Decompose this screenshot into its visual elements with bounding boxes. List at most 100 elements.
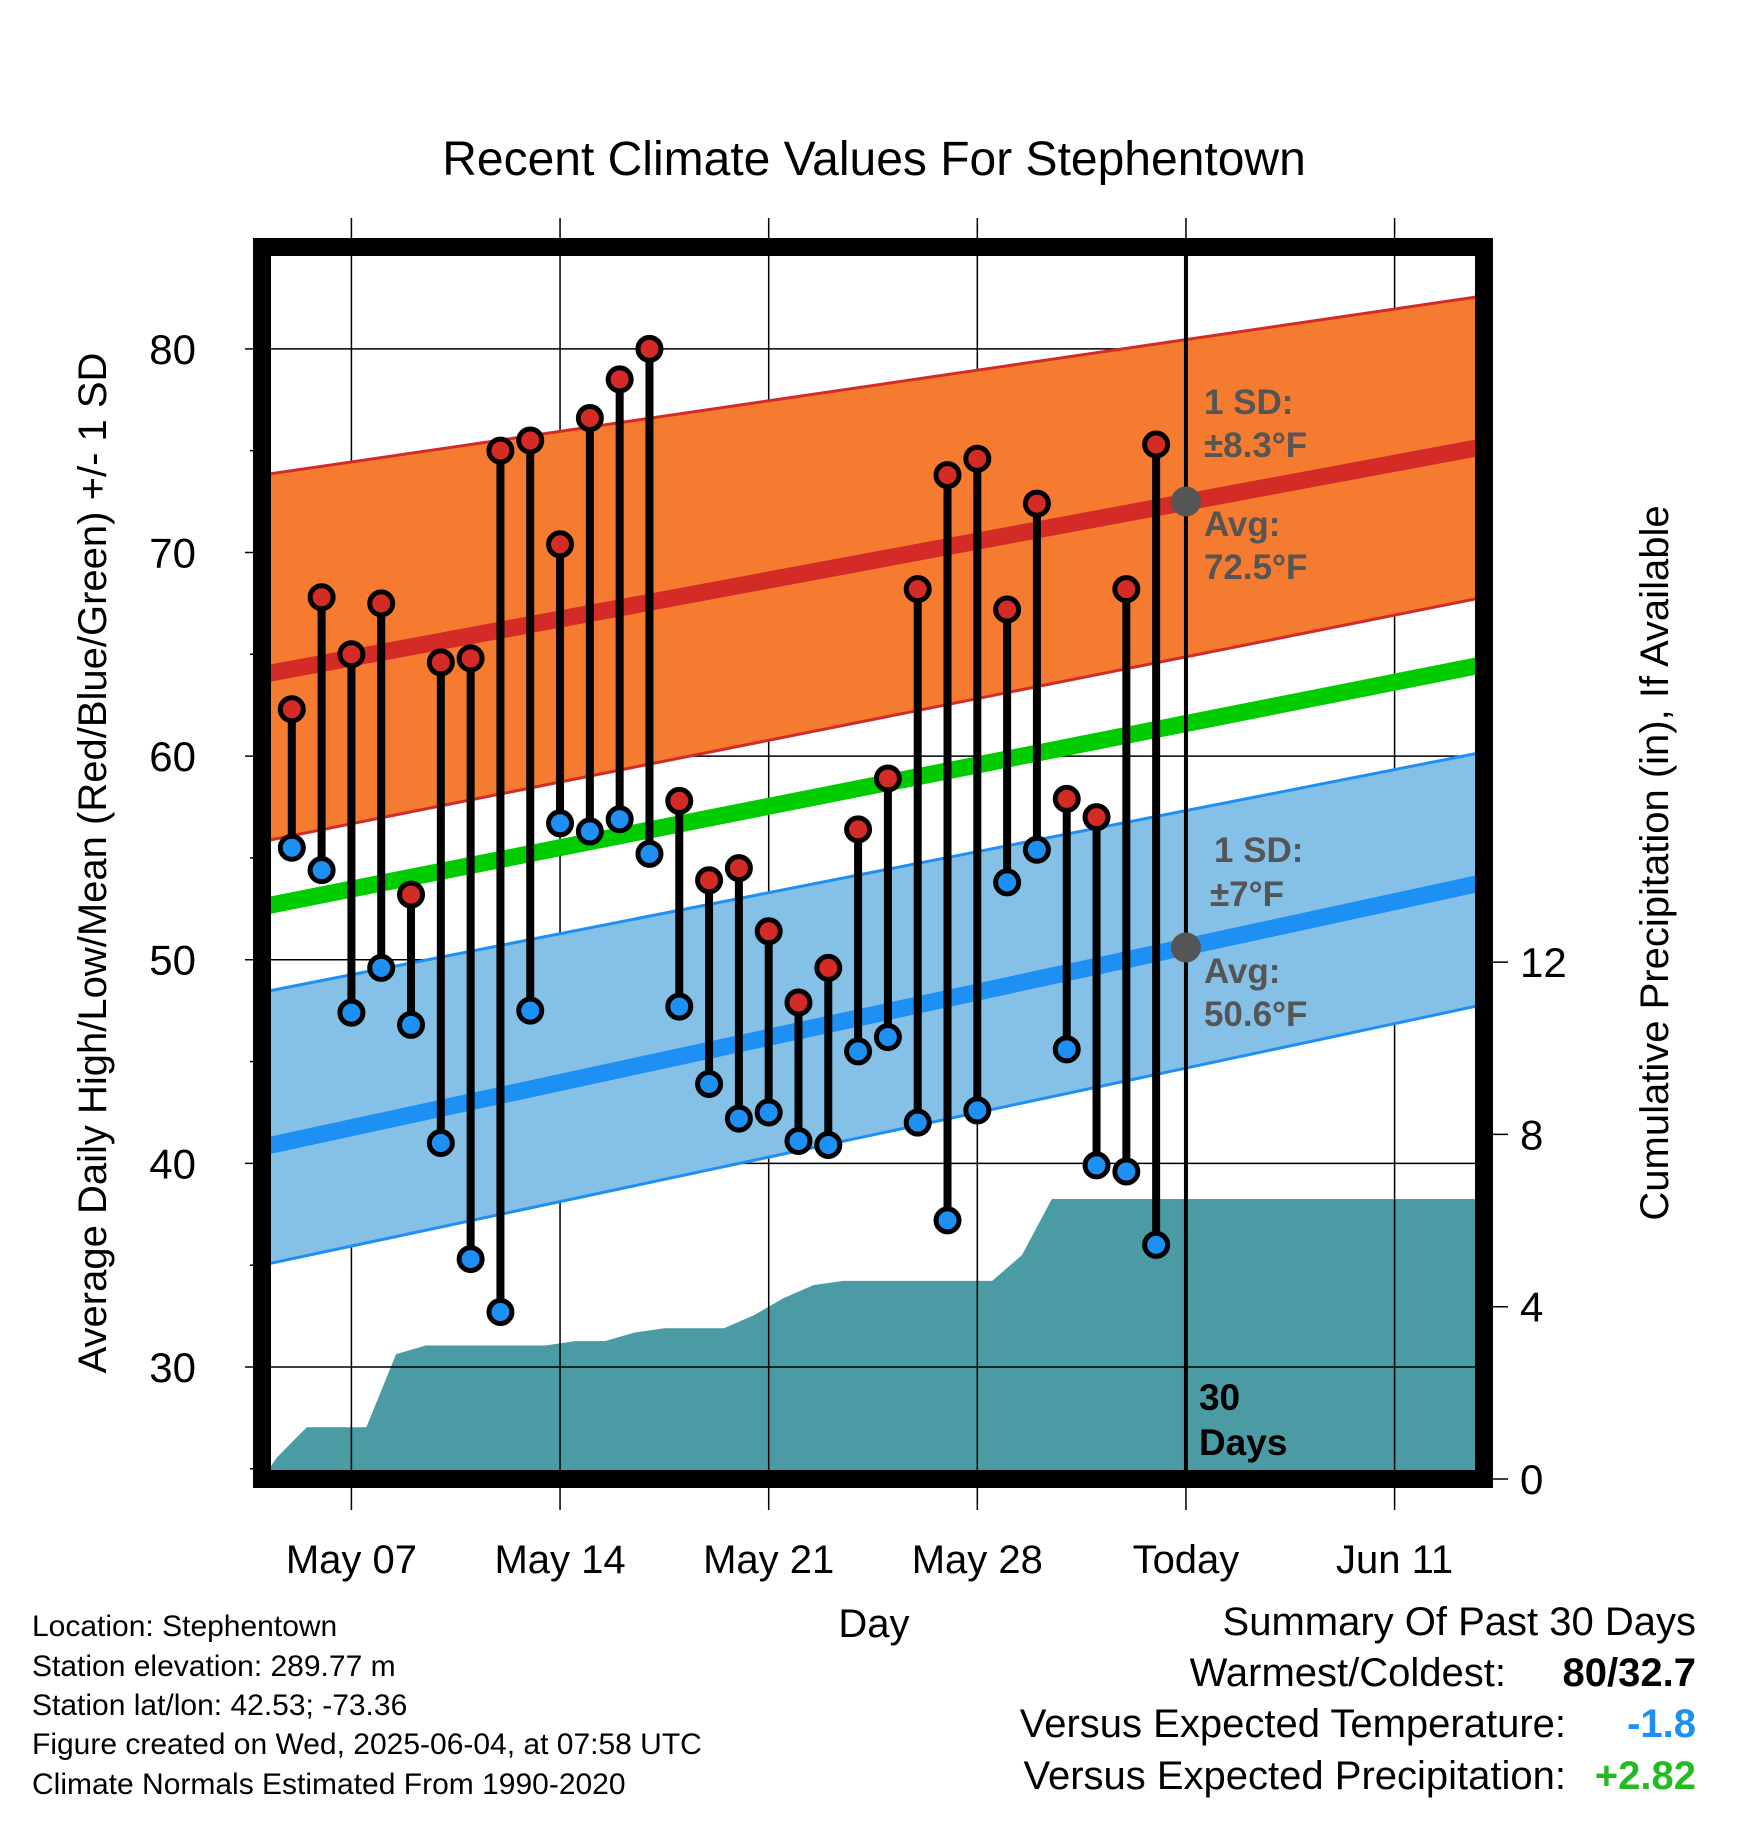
summary-warm-cold-label: Warmest/Coldest: — [1189, 1651, 1506, 1695]
high-sd-band-upper-edge — [262, 294, 1484, 477]
info-elevation: Station elevation: 289.77 m — [32, 1650, 396, 1683]
daily-high-dot — [1022, 489, 1051, 518]
daily-low-dot — [635, 839, 664, 868]
daily-low-dot — [426, 1129, 455, 1157]
x-tick-label: Jun 11 — [1336, 1538, 1453, 1582]
daily-high-dot — [903, 575, 932, 604]
x-tick-label: May 07 — [286, 1538, 417, 1582]
daily-high-dot — [1112, 575, 1141, 604]
daily-high-dot — [426, 648, 455, 677]
y-tick-label-left: 50 — [149, 937, 196, 984]
daily-low-dot — [397, 1010, 426, 1039]
daily-high-dot — [277, 695, 306, 724]
low-avg-marker — [1170, 932, 1201, 963]
daily-high-dot — [486, 436, 515, 465]
plot-frame — [253, 238, 1493, 1488]
daily-high-dot — [844, 815, 873, 844]
daily-low-dot — [456, 1245, 485, 1274]
daily-high-dot — [307, 583, 336, 612]
y-tick-label-left: 30 — [149, 1344, 196, 1391]
plot-area: 1 SD: ±8.3°F Avg: 72.5°F 1 SD: ±7°F Avg: 50.6°F… — [262, 247, 1484, 1479]
daily-high-dot — [367, 589, 396, 618]
high-avg-value: 72.5°F — [1204, 548, 1308, 587]
days-label: Days — [1199, 1422, 1287, 1463]
daily-high-dot — [814, 953, 843, 982]
daily-low-dot — [754, 1098, 783, 1127]
daily-low-dot — [575, 817, 604, 846]
daily-high-dot — [635, 334, 664, 363]
daily-low-dot — [486, 1298, 515, 1327]
x-axis-label: Day — [838, 1602, 909, 1646]
daily-high-dot — [724, 854, 753, 883]
low-sd-band-lower-edge — [262, 1003, 1484, 1267]
summary-precip-label: Versus Expected Precipitation: — [1023, 1754, 1566, 1798]
y-tick-label-left: 80 — [149, 326, 196, 373]
daily-low-dot — [546, 809, 575, 838]
daily-low-dot — [1082, 1151, 1111, 1180]
daily-low-dot — [1112, 1157, 1141, 1186]
precip-area — [262, 1199, 1484, 1479]
chart-title: Recent Climate Values For Stephentown — [442, 133, 1306, 186]
days-number-label: 30 — [1199, 1377, 1240, 1418]
normal-mean-line — [262, 656, 1484, 916]
daily-low-dot — [724, 1104, 753, 1133]
daily-high-dot — [456, 644, 485, 673]
daily-low-dot — [1022, 835, 1051, 864]
daily-low-dot — [516, 996, 545, 1025]
low-avg-value: 50.6°F — [1204, 995, 1308, 1034]
daily-high-dot — [665, 786, 694, 815]
daily-high-dot — [1052, 784, 1081, 813]
x-tick-label: May 14 — [494, 1538, 625, 1582]
daily-low-dot — [784, 1126, 813, 1155]
high-sd-label: 1 SD: — [1204, 383, 1293, 422]
y-tick-label-right: 12 — [1520, 939, 1567, 986]
daily-low-dot — [605, 805, 634, 834]
daily-high-dot — [784, 988, 813, 1017]
daily-low-dot — [1142, 1230, 1171, 1259]
daily-high-dot — [337, 640, 366, 669]
x-tick-label: May 28 — [912, 1538, 1043, 1582]
daily-low-dot — [277, 833, 306, 862]
daily-low-dot — [963, 1096, 992, 1125]
x-tick-label: Today — [1133, 1538, 1240, 1582]
daily-low-dot — [814, 1131, 843, 1160]
info-normals: Climate Normals Estimated From 1990-2020 — [32, 1768, 626, 1801]
low-sd-value: ±7°F — [1210, 875, 1284, 914]
summary-warm-cold-value: 80/32.7 — [1562, 1651, 1696, 1695]
y-tick-label-left: 70 — [149, 529, 196, 576]
daily-low-dot — [1052, 1035, 1081, 1064]
y-tick-label-right: 8 — [1520, 1111, 1543, 1158]
y-axis-label-right: Cumulative Precipitation (in), If Availa… — [1633, 505, 1677, 1220]
daily-high-dot — [605, 365, 634, 394]
daily-high-dot — [963, 444, 992, 473]
daily-low-dot — [903, 1108, 932, 1137]
normal-low-line — [262, 874, 1484, 1156]
daily-high-dot — [933, 461, 962, 490]
daily-low-dot — [844, 1037, 873, 1066]
normal-high-line — [262, 438, 1484, 683]
low-avg-label: Avg: — [1204, 952, 1280, 991]
high-avg-marker — [1170, 486, 1201, 517]
daily-low-dot — [337, 998, 366, 1027]
summary-precip-value: +2.82 — [1594, 1754, 1696, 1798]
daily-low-dot — [367, 953, 396, 982]
summary-temp-value: -1.8 — [1627, 1702, 1696, 1746]
y-tick-label-left: 60 — [149, 733, 196, 780]
summary-title: Summary Of Past 30 Days — [1222, 1600, 1696, 1644]
daily-low-dot — [873, 1023, 902, 1052]
y-tick-label-left: 40 — [149, 1140, 196, 1187]
daily-high-dot — [993, 595, 1022, 624]
daily-low-dot — [695, 1069, 724, 1098]
high-sd-band-lower-edge — [262, 595, 1484, 844]
daily-high-dot — [516, 426, 545, 455]
daily-high-dot — [1142, 430, 1171, 459]
daily-high-dot — [695, 866, 724, 895]
x-tick-label: May 21 — [703, 1538, 834, 1582]
y-tick-label-right: 4 — [1520, 1284, 1543, 1331]
daily-high-dot — [1082, 803, 1111, 832]
info-location: Location: Stephentown — [32, 1610, 338, 1643]
low-sd-label: 1 SD: — [1214, 831, 1303, 870]
daily-low-dot — [993, 868, 1022, 897]
daily-high-dot — [754, 917, 783, 946]
